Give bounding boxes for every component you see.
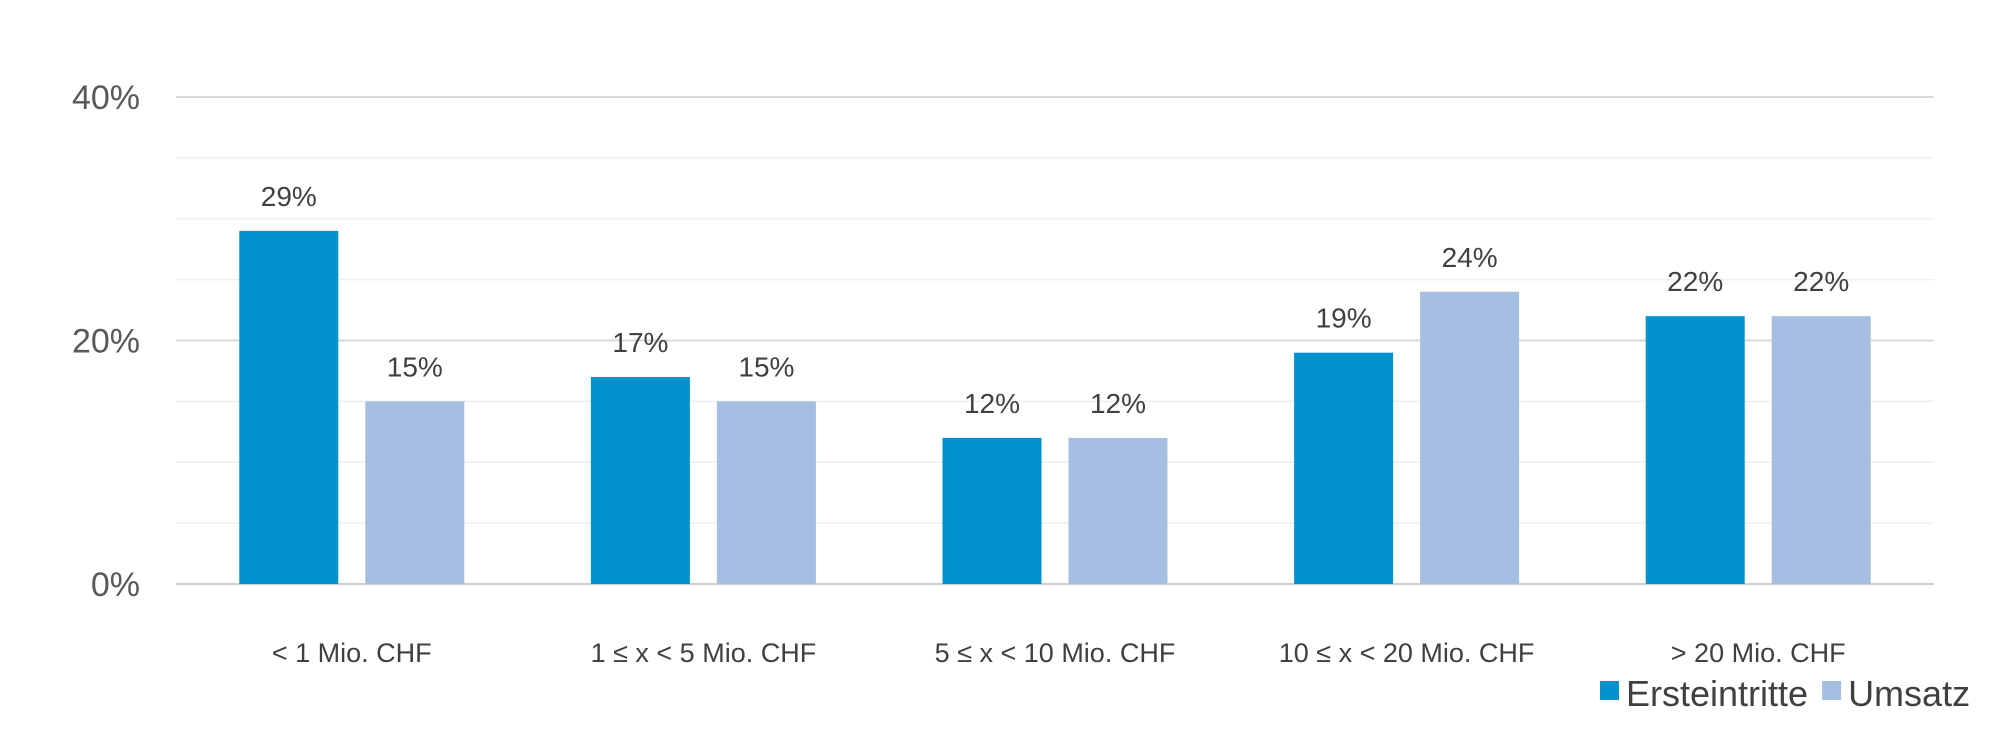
data-label: 12% <box>964 388 1020 419</box>
data-label: 15% <box>387 351 443 382</box>
data-label: 17% <box>612 327 668 358</box>
legend-item-ersteintritte: Ersteintritte <box>1600 673 1808 714</box>
data-label: 12% <box>1090 388 1146 419</box>
x-tick-label: 5 ≤ x < 10 Mio. CHF <box>935 638 1176 668</box>
bar-ersteintritte-4 <box>1645 316 1745 584</box>
y-axis-tick-labels: 0% 20% 40% <box>72 79 140 604</box>
x-tick-label: < 1 Mio. CHF <box>272 638 432 668</box>
data-label: 15% <box>738 351 794 382</box>
data-label: 22% <box>1667 266 1723 297</box>
bar-ersteintritte-3 <box>1294 352 1394 584</box>
bar-umsatz-4 <box>1771 316 1871 584</box>
data-label: 29% <box>261 181 317 212</box>
major-gridlines <box>176 96 1934 585</box>
y-tick-label: 0% <box>91 566 140 604</box>
x-tick-label: 10 ≤ x < 20 Mio. CHF <box>1279 638 1535 668</box>
legend-label: Umsatz <box>1848 673 1970 714</box>
y-tick-label: 40% <box>72 79 140 117</box>
minor-gridlines <box>176 157 1934 524</box>
bar-ersteintritte-2 <box>942 437 1042 584</box>
bar-umsatz-0 <box>365 401 465 584</box>
x-tick-label: 1 ≤ x < 5 Mio. CHF <box>591 638 817 668</box>
bars <box>239 230 1871 585</box>
bar-umsatz-2 <box>1068 437 1168 584</box>
data-label: 24% <box>1442 242 1498 273</box>
data-label: 22% <box>1793 266 1849 297</box>
x-axis-tick-labels: < 1 Mio. CHF 1 ≤ x < 5 Mio. CHF 5 ≤ x < 10… <box>272 638 1846 668</box>
legend: Ersteintritte Umsatz <box>1600 673 1970 714</box>
x-tick-label: > 20 Mio. CHF <box>1671 638 1846 668</box>
bar-umsatz-1 <box>716 401 816 584</box>
y-tick-label: 20% <box>72 323 140 361</box>
legend-label: Ersteintritte <box>1626 673 1808 714</box>
legend-swatch <box>1600 681 1619 700</box>
bar-umsatz-3 <box>1420 291 1520 584</box>
bar-ersteintritte-1 <box>590 377 690 584</box>
bar-ersteintritte-0 <box>239 230 339 585</box>
legend-swatch <box>1822 681 1842 700</box>
data-labels: 29% 15% 17% 15% 12% 12% 19% 24% 22% 22% <box>261 181 1849 419</box>
legend-item-umsatz: Umsatz <box>1822 673 1970 714</box>
data-label: 19% <box>1316 303 1372 334</box>
